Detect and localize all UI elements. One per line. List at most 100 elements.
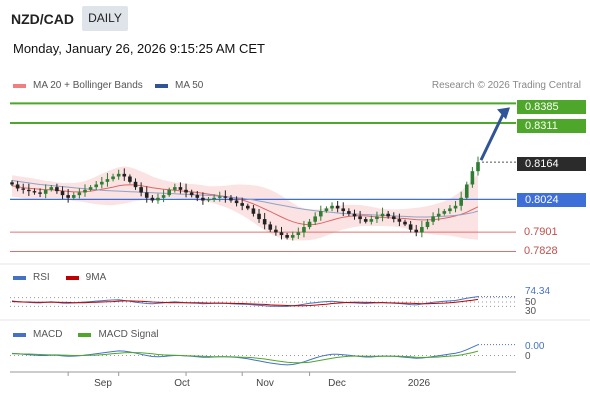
candle-body	[240, 203, 244, 206]
candle-body	[380, 213, 385, 217]
candle-body	[88, 187, 93, 190]
candle-body	[55, 187, 59, 192]
candle-body	[313, 216, 317, 222]
month-label-oct: Oct	[174, 378, 190, 389]
candle-body	[352, 213, 357, 217]
candle-body	[156, 197, 160, 201]
candle-body	[375, 216, 379, 220]
legend-ma50: MA 50	[155, 80, 203, 91]
level-tag-0: 0.8385	[517, 100, 586, 114]
candle-body	[15, 184, 20, 189]
rsi-ma-label: 9MA	[85, 272, 107, 283]
candle-body	[139, 187, 143, 193]
candle-body	[122, 173, 127, 177]
candle-body	[189, 192, 194, 196]
month-label-nov: Nov	[256, 378, 274, 389]
ma50-swatch	[155, 83, 168, 88]
candle-body	[279, 232, 284, 236]
candle-body	[83, 189, 87, 193]
candle-body	[324, 208, 329, 212]
candle-body	[414, 229, 419, 233]
forecast-arrow-head	[497, 107, 510, 120]
candle-body	[386, 213, 390, 217]
candle-body	[307, 221, 312, 228]
candle-body	[476, 162, 480, 172]
candle-body	[60, 191, 65, 196]
candle-body	[206, 199, 211, 201]
candle-body	[10, 182, 14, 185]
symbol-label: NZD/CAD	[11, 11, 74, 27]
candle-body	[431, 216, 435, 222]
timeframe-tab[interactable]: DAILY	[82, 6, 128, 31]
candle-body	[330, 205, 334, 209]
candle-body	[274, 229, 278, 233]
bollinger-band	[12, 166, 478, 241]
chart-header: NZD/CAD DAILY	[0, 0, 590, 36]
rsi-legend: RSI 9MA	[13, 272, 106, 283]
candle-body	[246, 205, 250, 209]
candle-body	[150, 197, 155, 201]
candle-body	[217, 196, 222, 198]
rsi-ma-line	[11, 298, 479, 307]
candle-body	[453, 205, 458, 209]
rsi-ma-swatch	[65, 275, 79, 280]
macd-signal-label: MACD Signal	[98, 329, 159, 340]
macd-line	[11, 344, 479, 366]
candle-body	[425, 221, 430, 228]
rsi-level-50: 50	[525, 297, 537, 308]
candle-body	[408, 224, 413, 230]
candle-body	[341, 208, 346, 212]
candle-body	[363, 219, 368, 222]
month-label-2026: 2026	[407, 378, 431, 389]
candle-body	[167, 189, 172, 196]
candle-body	[369, 219, 374, 222]
candle-body	[116, 173, 121, 177]
candle-body	[448, 208, 452, 212]
candle-body	[133, 181, 138, 188]
candle-body	[173, 187, 177, 190]
ma20-line	[11, 184, 479, 226]
candle-body	[436, 213, 441, 217]
candle-body	[100, 181, 104, 185]
candle-body	[229, 197, 233, 201]
level-tag-3: 0.8024	[517, 193, 586, 207]
rsi-level-30: 30	[525, 306, 537, 317]
candle-body	[43, 189, 48, 194]
candle-body	[128, 176, 132, 182]
rsi-line	[11, 296, 479, 307]
candle-body	[257, 213, 261, 220]
candle-body	[302, 227, 306, 233]
candle-body	[296, 232, 301, 236]
candle-body	[420, 227, 424, 233]
candle-body	[358, 216, 362, 220]
candle-body	[195, 195, 200, 198]
level-tag-1: 0.8311	[517, 119, 586, 133]
macd-value: 0.00	[525, 341, 545, 352]
level-tag-4: 0.7901	[524, 226, 558, 238]
candle-body	[178, 187, 183, 190]
candle-body	[268, 224, 273, 230]
level-tag-2: 0.8164	[517, 157, 586, 171]
macd-swatch	[13, 332, 26, 337]
candle-body	[111, 176, 115, 180]
candle-body	[397, 219, 402, 222]
candle-body	[234, 200, 239, 204]
ma20-label: MA 20 + Bollinger Bands	[33, 80, 143, 91]
macd-legend: MACD MACD Signal	[13, 329, 158, 340]
candle-body	[464, 184, 469, 198]
macd-zero-label: 0	[525, 351, 531, 362]
candle-body	[403, 221, 407, 225]
macd-signal-swatch	[78, 332, 92, 337]
candle-body	[391, 216, 396, 220]
candle-body	[212, 197, 216, 200]
candle-body	[144, 192, 149, 198]
candle-body	[77, 192, 82, 196]
candle-body	[459, 197, 463, 206]
timestamp: Monday, January 26, 2026 9:15:25 AM CET	[13, 41, 265, 56]
candle-body	[318, 211, 323, 217]
rsi-swatch	[13, 275, 26, 280]
rsi-value: 74.34	[525, 286, 551, 297]
rsi-label: RSI	[33, 272, 50, 283]
candle-body	[66, 195, 70, 198]
